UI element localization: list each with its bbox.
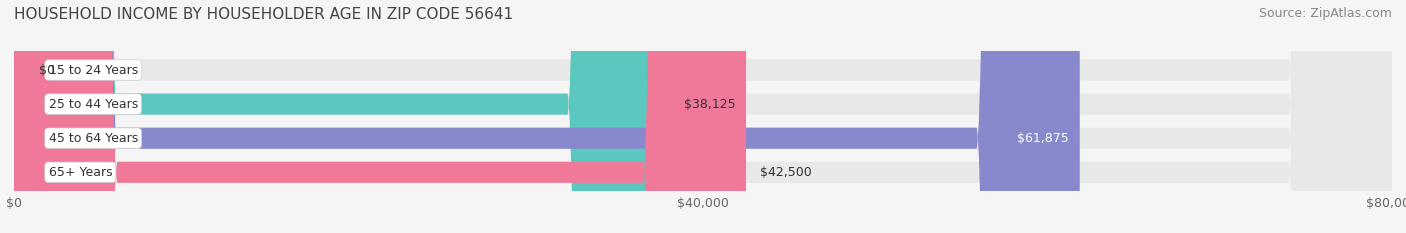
FancyBboxPatch shape — [14, 0, 1392, 233]
Text: HOUSEHOLD INCOME BY HOUSEHOLDER AGE IN ZIP CODE 56641: HOUSEHOLD INCOME BY HOUSEHOLDER AGE IN Z… — [14, 7, 513, 22]
Text: 45 to 64 Years: 45 to 64 Years — [48, 132, 138, 145]
Text: 15 to 24 Years: 15 to 24 Years — [48, 64, 138, 76]
Text: $0: $0 — [39, 64, 55, 76]
Text: $38,125: $38,125 — [685, 98, 737, 111]
FancyBboxPatch shape — [14, 0, 1392, 233]
FancyBboxPatch shape — [14, 0, 1080, 233]
Text: $61,875: $61,875 — [1017, 132, 1069, 145]
Text: Source: ZipAtlas.com: Source: ZipAtlas.com — [1258, 7, 1392, 20]
FancyBboxPatch shape — [14, 0, 671, 233]
FancyBboxPatch shape — [14, 0, 747, 233]
Text: 65+ Years: 65+ Years — [48, 166, 112, 179]
FancyBboxPatch shape — [14, 0, 1392, 233]
FancyBboxPatch shape — [14, 0, 1392, 233]
Text: $42,500: $42,500 — [759, 166, 811, 179]
Text: 25 to 44 Years: 25 to 44 Years — [48, 98, 138, 111]
